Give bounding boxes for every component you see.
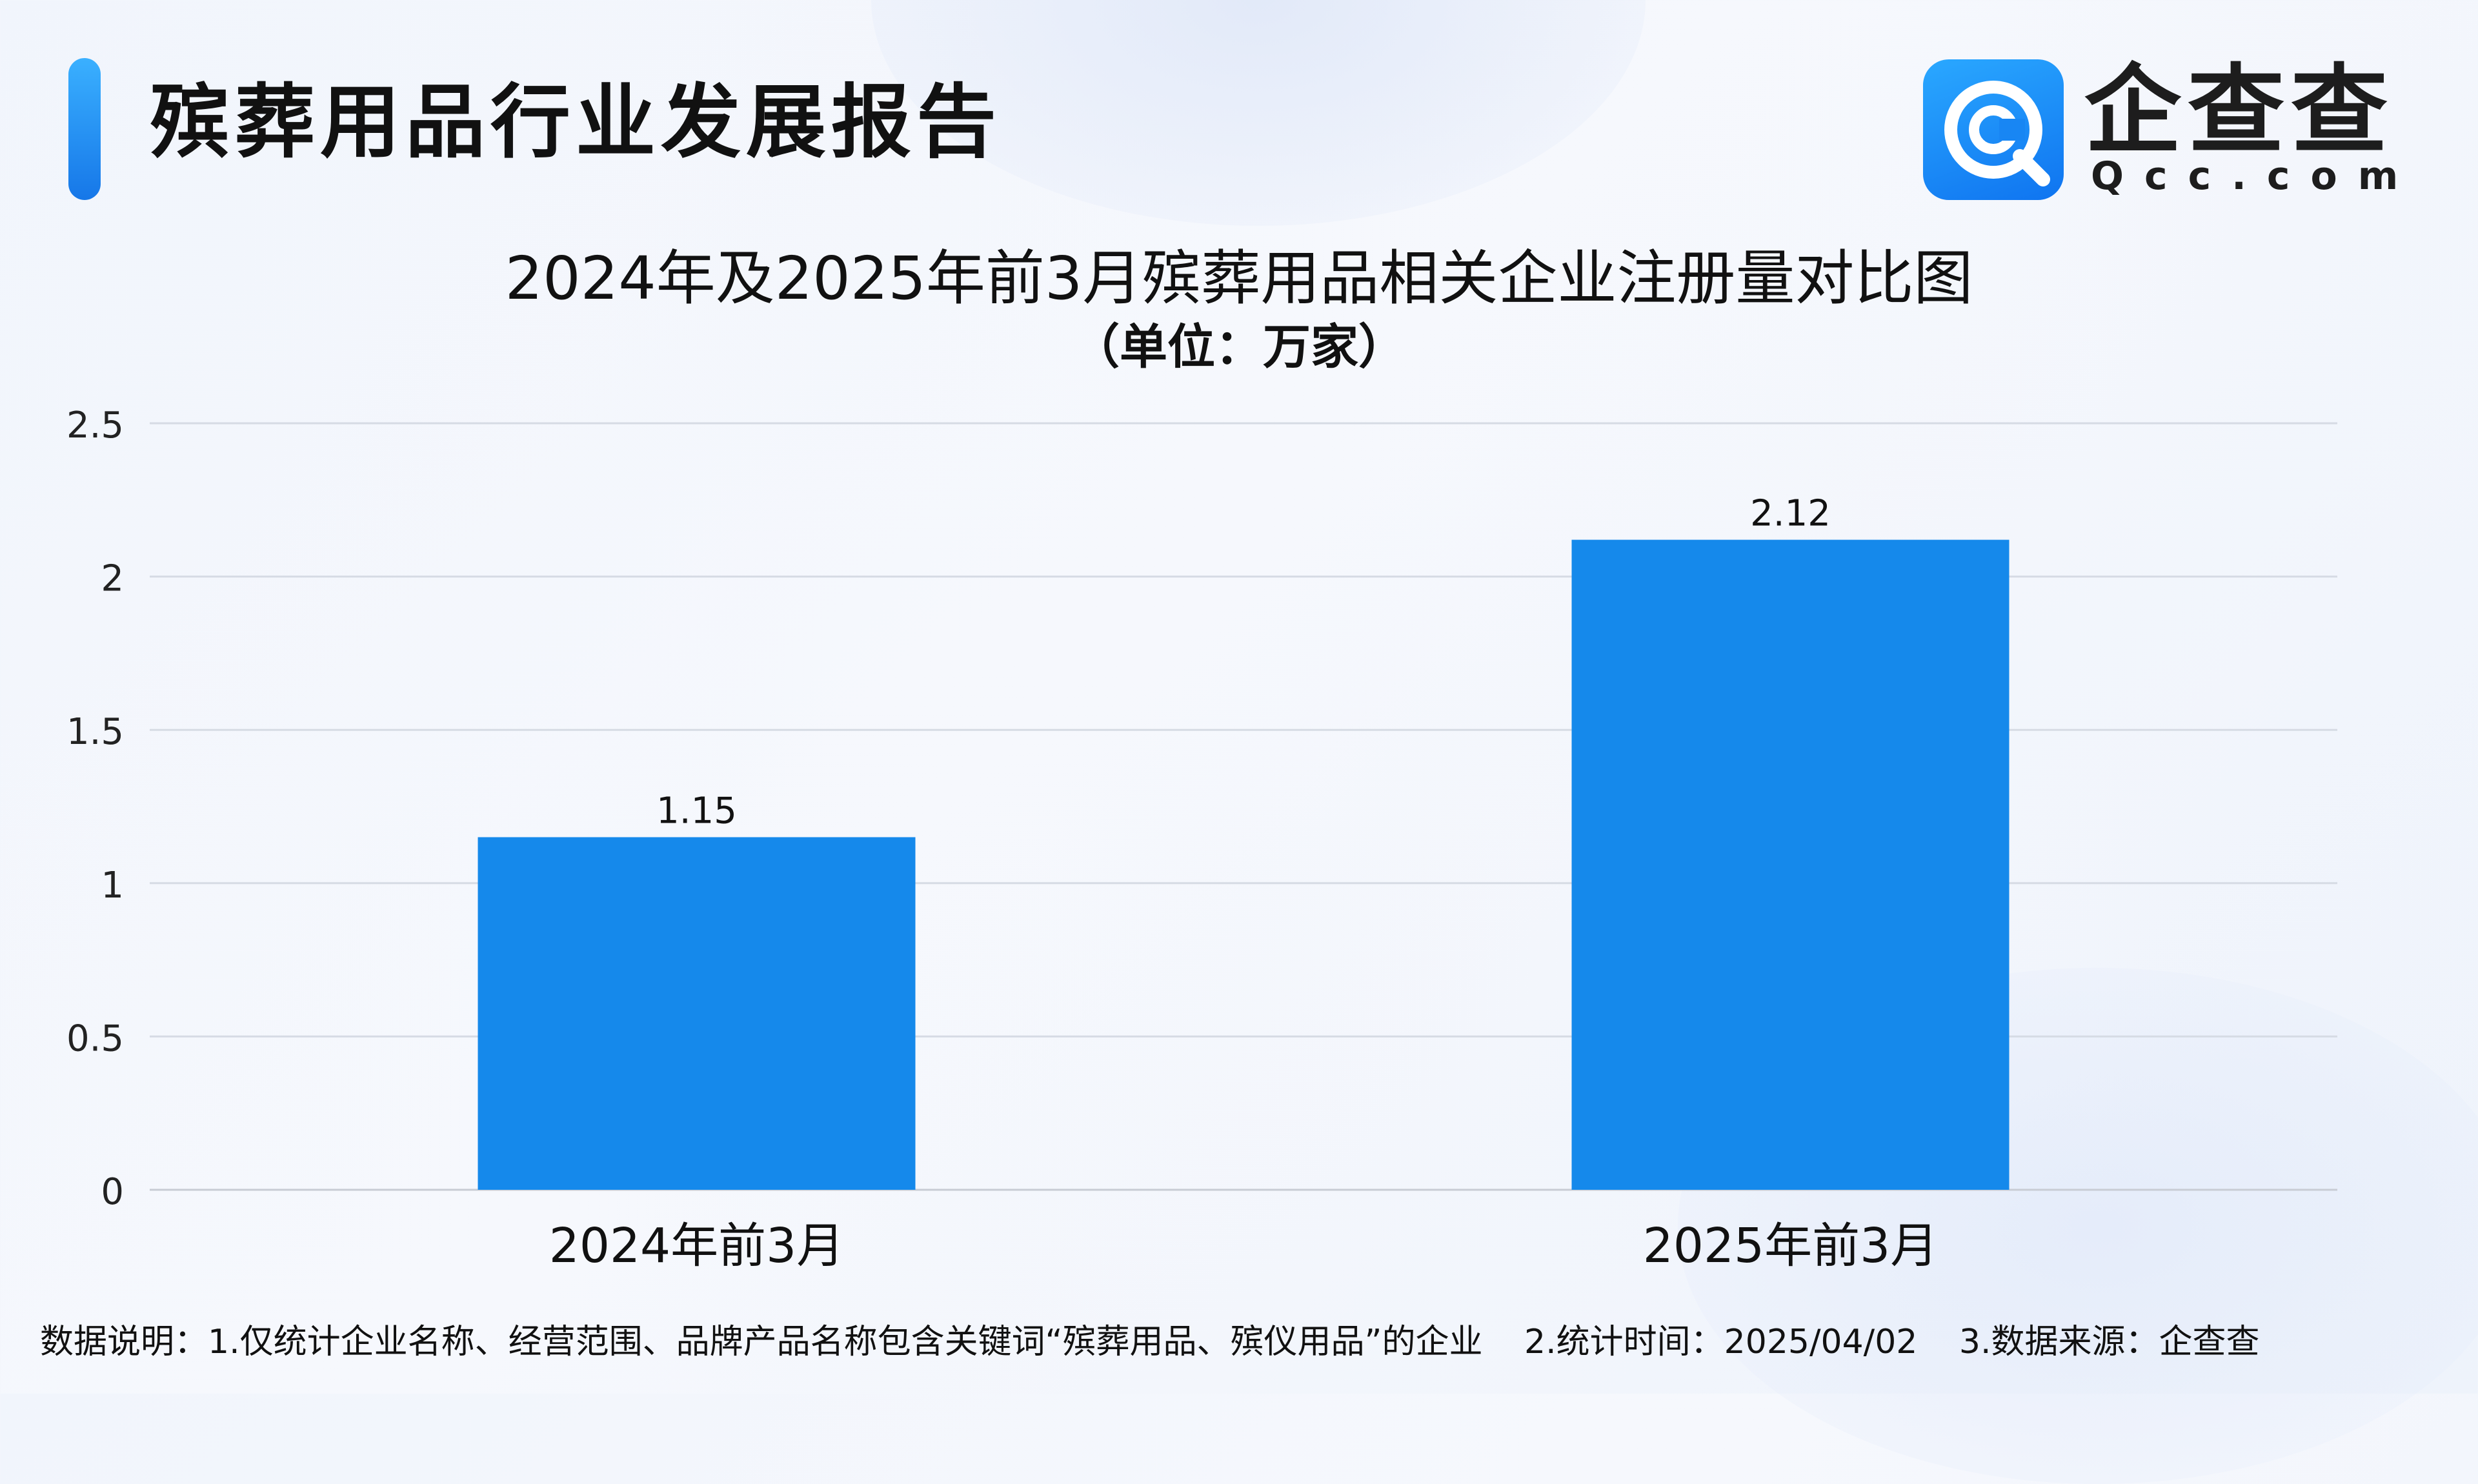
footer-note-source: 3.数据来源：企查查 [1959, 1323, 2260, 1361]
footer-note: 数据说明：1.仅统计企业名称、经营范围、品牌产品名称包含关键词“殡葬用品、殡仪用… [40, 1316, 2291, 1368]
y-tick-label: 1.5 [66, 711, 124, 753]
bar-chart: 0 0.5 1 1.5 2 2.5 1.15 2024年前3月 2.12 2025年前3月 [66, 405, 2337, 1274]
chart-title: 2024年及2025年前3月殡葬用品相关企业注册量对比图 [505, 244, 1973, 313]
data-label: 1.15 [656, 790, 737, 832]
y-tick-label: 1 [101, 865, 124, 907]
x-tick-label: 2024年前3月 [549, 1218, 844, 1274]
bar [1571, 539, 2010, 1190]
x-tick-label: 2025年前3月 [1643, 1218, 1938, 1274]
y-tick-label: 0 [101, 1171, 124, 1213]
logo-name: 企查查 [2084, 55, 2395, 167]
qcc-logo-icon [1923, 59, 2064, 200]
y-tick-label: 2.5 [66, 405, 124, 446]
report-title: 殡葬用品行业发展报告 [150, 76, 1002, 169]
logo-domain: Qcc.com [2091, 154, 2419, 199]
data-label: 2.12 [1750, 493, 1831, 535]
y-tick-label: 2 [101, 558, 124, 600]
footer-note-date: 2.统计时间：2025/04/02 [1524, 1323, 1918, 1361]
title-accent-bar [68, 58, 101, 200]
y-tick-label: 0.5 [66, 1018, 124, 1059]
chart-unit: （单位：万家） [1072, 319, 1406, 375]
footer-note-scope: 数据说明：1.仅统计企业名称、经营范围、品牌产品名称包含关键词“殡葬用品、殡仪用… [40, 1323, 1483, 1361]
bar [478, 837, 916, 1190]
